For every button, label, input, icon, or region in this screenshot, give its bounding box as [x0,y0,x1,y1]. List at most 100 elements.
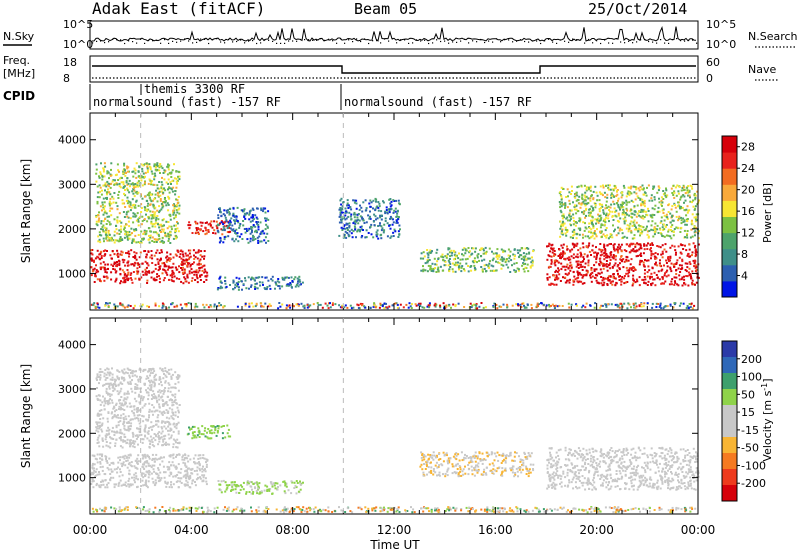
nsearch-dot [404,39,405,40]
data-cell [106,240,108,242]
data-cell [491,251,493,253]
data-cell [679,264,681,266]
data-cell [277,285,279,287]
data-cell [176,474,178,476]
data-cell [212,232,214,234]
data-cell [614,250,616,252]
data-cell [171,226,173,228]
data-cell [599,307,601,309]
data-cell [149,230,151,232]
data-cell [154,213,156,215]
data-cell [354,223,356,225]
data-cell [659,305,661,307]
freq-unit-label: [MHz] [3,67,35,80]
colorbar-tick-label: 8 [741,248,748,261]
data-cell [198,233,200,235]
data-cell [171,228,173,230]
data-cell [471,305,473,307]
data-cell [95,264,97,266]
data-cell [691,303,693,305]
data-cell [632,248,634,250]
data-cell [222,223,224,225]
data-cell [383,224,385,226]
data-cell [659,259,661,261]
data-cell [422,265,424,267]
data-cell [165,428,167,430]
data-cell [146,471,148,473]
data-cell [106,191,108,193]
data-cell [174,276,176,278]
data-cell [263,208,265,210]
data-cell [157,192,159,194]
data-cell [144,182,146,184]
data-cell [124,237,126,239]
data-cell [598,263,600,265]
data-cell [255,277,257,279]
nsearch-dot [540,43,541,44]
data-cell [219,277,221,279]
data-cell [638,187,640,189]
data-cell [177,251,179,253]
nsearch-dot [108,41,109,42]
nsearch-dot [588,39,589,40]
data-cell [613,203,615,205]
data-cell [170,173,172,175]
data-cell [694,260,696,262]
data-cell [95,458,97,460]
data-cell [592,209,594,211]
data-cell [140,179,142,181]
nsearch-dot [332,40,333,41]
data-cell [103,220,105,222]
data-cell [578,220,580,222]
data-cell [578,267,580,269]
data-cell [253,224,255,226]
data-cell [552,283,554,285]
data-cell [606,234,608,236]
data-cell [189,227,191,229]
data-cell [627,224,629,226]
data-cell [146,305,148,307]
data-cell [624,261,626,263]
data-cell [158,458,160,460]
data-cell [584,195,586,197]
data-cell [199,457,201,459]
data-cell [98,217,100,219]
data-cell [582,260,584,262]
data-cell [100,234,102,236]
data-cell [372,207,374,209]
data-cell [221,233,223,235]
data-cell [115,225,117,227]
data-cell [253,239,255,241]
data-cell [173,217,175,219]
data-cell [437,269,439,271]
freq-axis-right-bottom: 0 [706,72,713,85]
data-cell [146,220,148,222]
data-cell [604,192,606,194]
data-cell [202,466,204,468]
data-cell [153,178,155,180]
data-cell [143,274,145,276]
data-cell [368,218,370,220]
data-cell [662,226,664,228]
nsearch-dot [668,43,669,44]
data-cell [149,179,151,181]
data-cell [155,252,157,254]
nsearch-dot [452,41,453,42]
data-cell [597,252,599,254]
data-cell [151,277,153,279]
data-cell [154,439,156,441]
nsearch-dot [276,43,277,44]
data-cell [649,244,651,246]
data-cell [131,465,133,467]
data-cell [156,184,158,186]
data-cell [135,241,137,243]
data-cell [202,454,204,456]
data-cell [110,468,112,470]
data-cell [176,209,178,211]
data-cell [177,407,179,409]
data-cell [390,228,392,230]
data-cell [686,237,688,239]
data-cell [347,207,349,209]
data-cell [176,183,178,185]
nsearch-dot [560,39,561,40]
